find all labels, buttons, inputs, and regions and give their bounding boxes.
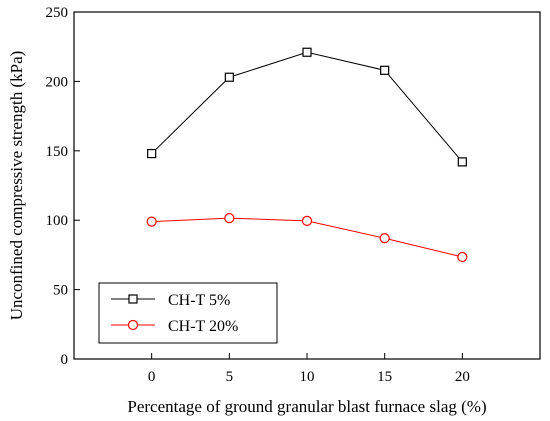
- data-point: [457, 157, 467, 167]
- legend-marker: [127, 319, 139, 331]
- data-point: [147, 148, 157, 159]
- y-tick-label: 150: [46, 144, 69, 160]
- x-tick-label: 15: [377, 369, 392, 385]
- legend-marker: [128, 294, 138, 304]
- data-point: [457, 251, 468, 263]
- x-tick-label: 20: [455, 369, 470, 385]
- y-tick-label: 200: [46, 74, 69, 90]
- data-point: [380, 65, 390, 75]
- data-point: [301, 215, 313, 226]
- data-point: [302, 47, 312, 57]
- legend-item: CH-T 5%: [111, 292, 230, 309]
- series-2: [146, 213, 468, 263]
- y-tick-label: 50: [53, 283, 68, 299]
- legend-box: [98, 282, 278, 344]
- legend: CH-T 5% CH-T 20%: [98, 282, 278, 344]
- y-tick-label: 0: [61, 352, 69, 368]
- legend-label: CH-T 5%: [168, 292, 230, 309]
- legend-label: CH-T 20%: [168, 318, 238, 335]
- x-axis-ticks: 0 5 10 15 20: [148, 353, 470, 385]
- x-tick-label: 5: [226, 369, 234, 385]
- y-axis-title: Unconfined compressive strength (kPa): [7, 51, 26, 321]
- series-layer: [146, 47, 468, 263]
- x-tick-label: 10: [300, 369, 315, 385]
- y-tick-label: 250: [46, 5, 69, 21]
- data-point: [146, 216, 157, 227]
- x-tick-label: 0: [148, 369, 156, 385]
- legend-item: CH-T 20%: [111, 318, 238, 335]
- series-line: [151, 51, 463, 163]
- data-point: [224, 213, 235, 224]
- series-1: [147, 47, 467, 167]
- data-point: [224, 72, 234, 82]
- y-axis-ticks: 0 50 100 150 200 250: [46, 5, 80, 368]
- x-axis-title: Percentage of ground granular blast furn…: [127, 397, 486, 416]
- y-tick-label: 100: [46, 213, 69, 229]
- data-point: [379, 233, 390, 244]
